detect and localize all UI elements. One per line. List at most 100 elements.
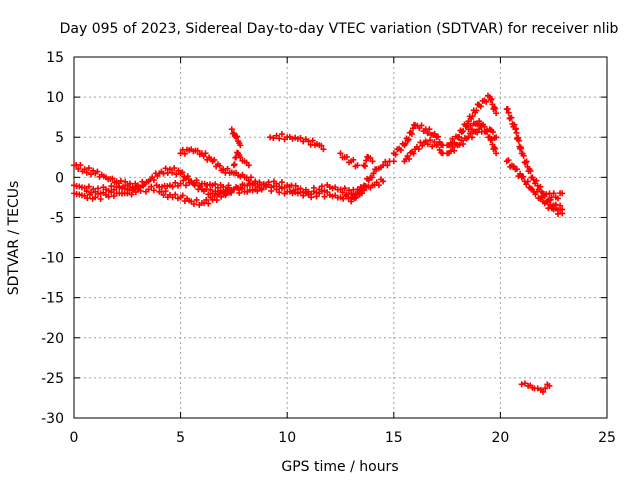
data-point — [270, 183, 277, 190]
data-point — [313, 193, 320, 200]
data-point — [533, 188, 540, 195]
data-point — [402, 140, 409, 147]
data-point — [511, 121, 518, 128]
data-point — [354, 162, 361, 169]
data-point — [424, 141, 431, 148]
data-point — [297, 189, 304, 196]
data-point — [468, 134, 475, 141]
data-point — [367, 155, 374, 162]
data-point — [348, 198, 355, 205]
data-point — [308, 194, 315, 201]
data-point — [88, 171, 95, 178]
data-point — [357, 184, 364, 191]
data-point — [467, 130, 474, 137]
data-point — [122, 178, 129, 185]
data-point — [75, 165, 82, 172]
data-point — [193, 179, 200, 186]
data-point — [449, 135, 456, 142]
data-point — [489, 128, 496, 135]
data-point — [474, 121, 481, 128]
data-point — [179, 192, 186, 199]
data-point — [276, 135, 283, 142]
data-point — [126, 187, 133, 194]
data-point — [247, 174, 254, 181]
data-point — [310, 188, 317, 195]
data-point — [81, 184, 88, 191]
data-point — [278, 185, 285, 192]
data-point — [190, 201, 197, 208]
data-point — [205, 200, 212, 207]
data-point — [230, 186, 237, 193]
data-point — [458, 137, 465, 144]
data-point — [97, 195, 104, 202]
data-point — [521, 380, 528, 387]
data-point — [415, 146, 422, 153]
data-point — [108, 183, 115, 190]
data-point — [109, 175, 116, 182]
data-point — [258, 185, 265, 192]
data-point — [429, 143, 436, 150]
data-point — [431, 130, 438, 137]
data-point — [231, 161, 238, 168]
data-point — [318, 183, 325, 190]
data-point — [460, 141, 467, 148]
data-point — [337, 150, 344, 157]
data-point — [460, 128, 467, 135]
data-point — [487, 96, 494, 103]
data-point — [480, 121, 487, 128]
y-tick-label: -25 — [41, 371, 64, 387]
data-point — [162, 188, 169, 195]
data-point — [397, 147, 404, 154]
data-point — [148, 183, 155, 190]
data-point — [419, 142, 426, 149]
data-point — [520, 173, 527, 180]
data-point — [476, 118, 483, 125]
data-point — [468, 126, 475, 133]
data-point — [228, 126, 235, 133]
data-point — [515, 137, 522, 144]
data-point — [83, 188, 90, 195]
data-point — [245, 162, 252, 169]
data-point — [166, 166, 173, 173]
data-point — [245, 177, 252, 184]
data-point — [181, 150, 188, 157]
data-point — [409, 125, 416, 132]
data-point — [150, 187, 157, 194]
x-tick-label: 10 — [278, 430, 296, 446]
data-point — [435, 133, 442, 140]
series-track-6 — [228, 126, 244, 149]
data-point — [343, 153, 350, 160]
data-point — [542, 385, 549, 392]
data-point — [337, 186, 344, 193]
data-point — [207, 186, 214, 193]
data-point — [550, 190, 557, 197]
data-point — [318, 188, 325, 195]
data-point — [94, 185, 101, 192]
data-point — [230, 130, 237, 137]
data-point — [182, 182, 189, 189]
data-point — [352, 194, 359, 201]
y-tick-label: -10 — [41, 251, 64, 267]
plot-frame — [73, 56, 608, 419]
series-track-4 — [156, 186, 237, 208]
x-axis-label: GPS time / hours — [281, 459, 398, 475]
y-tick-label: -20 — [41, 331, 64, 347]
data-point — [124, 190, 131, 197]
series-track-20 — [518, 380, 553, 395]
data-point — [363, 157, 370, 164]
data-point — [424, 130, 431, 137]
data-point — [128, 191, 135, 198]
x-tick-label: 0 — [70, 430, 79, 446]
data-point — [321, 193, 328, 200]
series-track-16 — [465, 118, 500, 157]
data-point — [169, 183, 176, 190]
series-track-5 — [177, 146, 259, 187]
chart-title: Day 095 of 2023, Sidereal Day-to-day VTE… — [60, 21, 619, 37]
data-point — [467, 122, 474, 129]
x-tick-label: 25 — [598, 430, 616, 446]
data-point — [527, 168, 534, 175]
data-point — [81, 166, 88, 173]
data-point — [177, 180, 184, 187]
data-point — [484, 127, 491, 134]
data-point — [375, 182, 382, 189]
